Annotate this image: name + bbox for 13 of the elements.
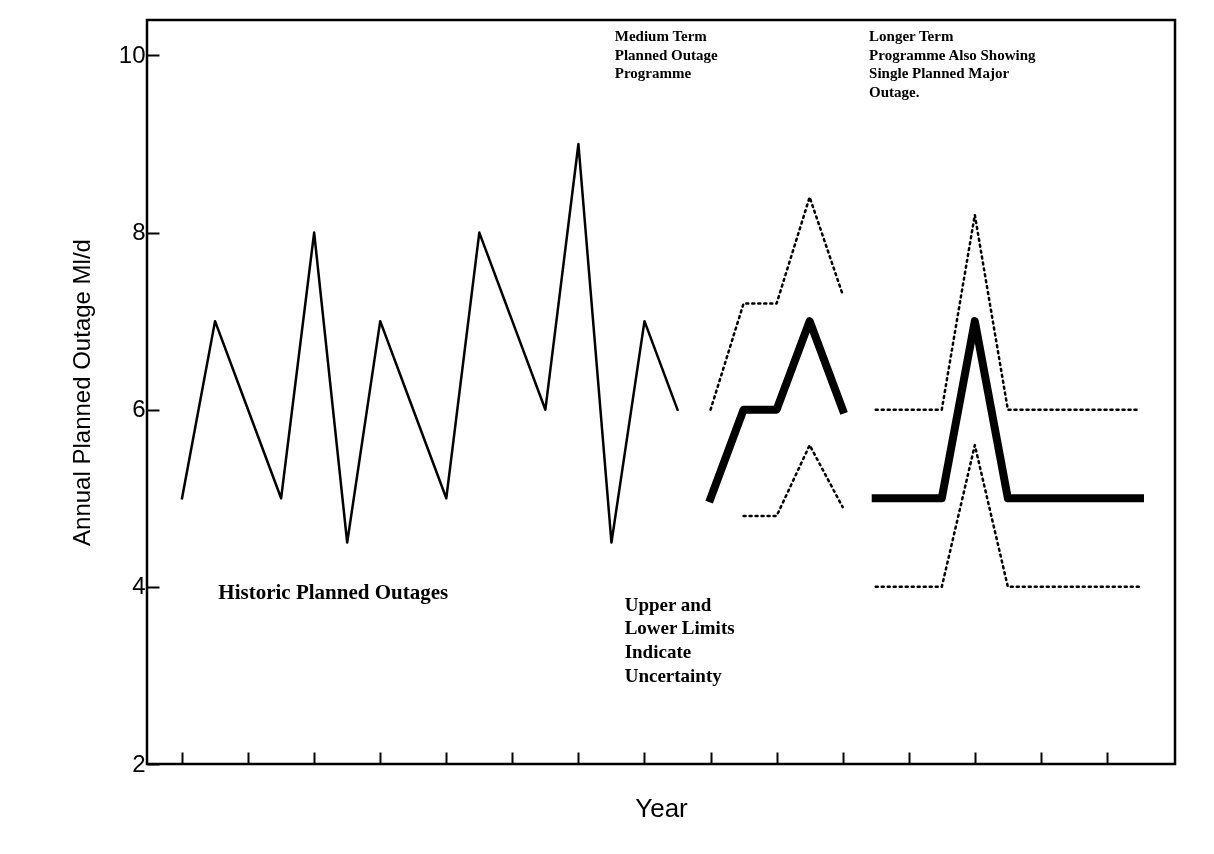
x-axis-title: Year bbox=[635, 792, 689, 823]
y-tick-label: 4 bbox=[132, 572, 146, 600]
annotation: Historic Planned Outages bbox=[218, 580, 449, 605]
annotation: Longer Term Programme Also Showing Single Planned Major Outage. bbox=[869, 27, 1036, 101]
line-series bbox=[709, 195, 844, 411]
y-axis-title: Annual Planned Outage Ml/d bbox=[67, 239, 95, 546]
y-tick-label: 8 bbox=[132, 218, 146, 246]
y-tick-label: 10 bbox=[118, 40, 146, 68]
annotation: Medium Term Planned Outage Programme bbox=[614, 27, 719, 82]
annotation: Upper and Lower Limits Indicate Uncertainty bbox=[624, 593, 735, 686]
y-tick-label: 6 bbox=[132, 395, 146, 423]
line-series bbox=[180, 142, 679, 544]
y-tick-label: 2 bbox=[132, 749, 146, 777]
